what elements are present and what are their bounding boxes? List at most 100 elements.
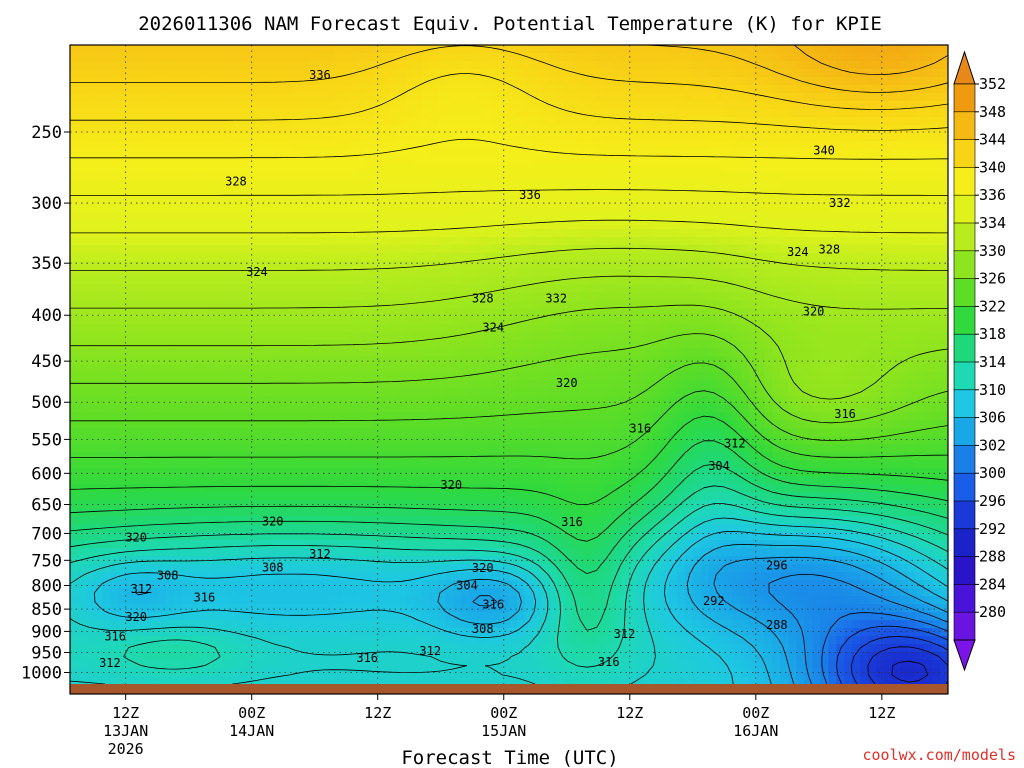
field-cell [940,100,948,110]
field-cell [572,292,582,302]
field-cell [876,356,885,366]
field-cell [884,332,893,342]
field-cell [708,212,718,222]
field-cell [644,148,654,158]
field-cell [237,372,247,382]
field-cell [205,148,215,158]
field-cell [269,52,279,62]
field-cell [501,68,510,78]
field-cell [109,172,119,182]
field-cell [325,236,334,246]
field-cell [916,340,925,350]
field-cell [221,52,231,62]
field-cell [644,156,654,166]
field-cell [588,68,598,78]
field-cell [804,156,813,166]
field-cell [325,276,334,286]
field-cell [389,268,398,278]
field-cell [309,92,319,102]
field-cell [844,172,853,182]
field-cell [836,108,845,118]
field-cell [940,244,948,254]
field-cell [229,108,239,118]
field-cell [70,84,79,94]
field-cell [572,340,582,350]
field-cell [509,300,518,310]
field-cell [341,100,350,110]
field-cell [772,316,781,326]
field-cell [684,260,694,270]
field-cell [477,68,486,78]
field-cell [173,156,183,166]
field-cell [780,124,789,134]
field-cell [469,164,478,174]
field-cell [580,68,590,78]
field-cell [101,236,111,246]
field-cell [493,188,502,198]
field-cell [932,188,941,198]
field-cell [812,156,821,166]
field-cell [788,340,797,350]
field-cell [173,292,183,302]
field-cell [101,60,111,70]
field-cell [133,388,143,398]
field-cell [149,324,159,334]
field-cell [197,404,207,414]
field-cell [389,140,398,150]
field-cell [884,276,893,286]
field-cell [628,228,638,238]
field-cell [716,172,726,182]
field-cell [732,108,742,118]
field-cell [668,84,678,94]
field-cell [477,60,486,70]
field-cell [628,172,638,182]
field-cell [732,332,742,342]
field-cell [373,76,382,86]
field-cell [860,180,869,190]
field-cell [317,332,327,342]
field-cell [285,220,295,230]
field-cell [724,156,734,166]
field-cell [365,76,374,86]
field-cell [349,196,358,206]
field-cell [269,172,279,182]
field-cell [812,188,821,198]
field-cell [860,268,869,278]
field-cell [501,60,510,70]
field-cell [716,148,726,158]
field-cell [469,252,478,262]
field-cell [676,308,686,318]
field-cell [181,60,191,70]
field-cell [748,132,758,142]
field-cell [860,340,869,350]
field-cell [229,332,239,342]
field-cell [764,348,773,358]
field-cell [924,132,933,142]
field-cell [804,372,813,382]
field-cell [245,404,255,414]
field-cell [844,60,853,70]
field-cell [780,156,789,166]
field-cell [620,348,630,358]
field-cell [676,260,686,270]
field-cell [509,236,518,246]
field-cell [924,316,933,326]
field-cell [413,180,422,190]
field-cell [900,52,909,62]
field-cell [325,196,334,206]
field-cell [900,124,909,134]
field-cell [509,204,518,214]
field-cell [828,356,837,366]
field-cell [708,148,718,158]
field-cell [796,332,805,342]
field-cell [636,228,646,238]
field-cell [732,340,742,350]
field-cell [77,316,87,326]
field-cell [668,156,678,166]
field-cell [940,372,948,382]
field-cell [884,236,893,246]
field-cell [796,276,805,286]
field-cell [117,332,127,342]
field-cell [844,92,853,102]
field-cell [245,180,255,190]
